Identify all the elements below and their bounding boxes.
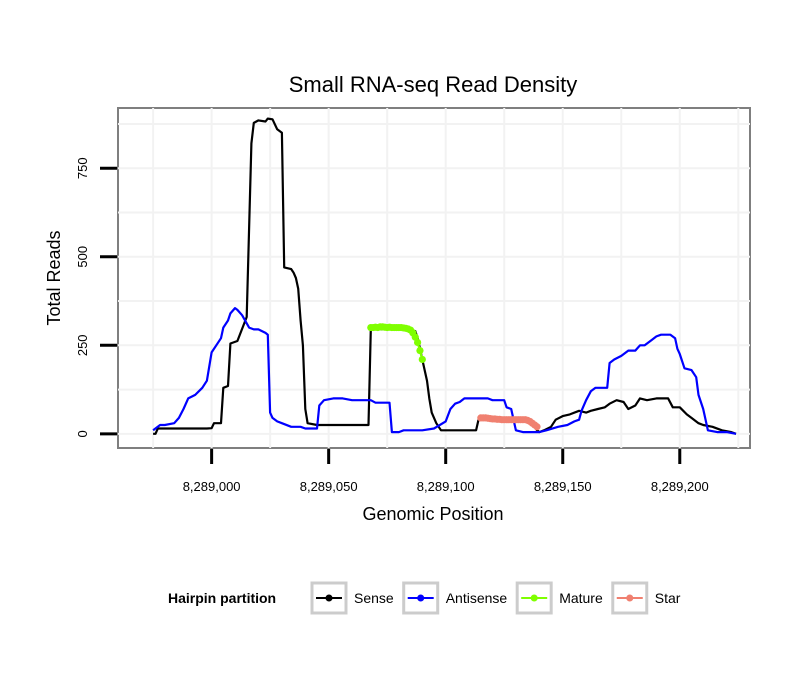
legend: Hairpin partition Sense Antisense Mature St… (168, 581, 681, 615)
x-tick-label: 8,289,000 (183, 479, 241, 494)
data-point-mature (414, 338, 422, 347)
legend-items: Sense Antisense Mature Star (310, 581, 681, 615)
series-layer (152, 117, 737, 435)
y-tick-label: 250 (75, 334, 90, 356)
plot-panel (117, 107, 751, 449)
data-point-mature (418, 355, 426, 364)
series-line-antisense (152, 307, 737, 435)
legend-title: Hairpin partition (168, 590, 276, 606)
legend-key-point-mature (530, 594, 538, 602)
y-axis-title: Total Reads (44, 230, 64, 325)
y-tick-label: 500 (75, 246, 90, 268)
y-tick-label: 0 (75, 430, 90, 437)
axes: 8,289,000 8,289,050 8,289,100 8,289,150 8,28… (75, 157, 709, 494)
chart-title: Small RNA-seq Read Density (289, 72, 578, 97)
legend-label-star: Star (655, 590, 681, 606)
x-tick-label: 8,289,200 (651, 479, 709, 494)
legend-label-mature: Mature (559, 590, 603, 606)
data-point-star (533, 423, 541, 431)
legend-item-sense: Sense (310, 581, 394, 615)
legend-item-antisense: Antisense (402, 581, 508, 615)
legend-label-sense: Sense (354, 590, 394, 606)
legend-label-antisense: Antisense (446, 590, 508, 606)
legend-key-point-sense (325, 594, 333, 602)
x-tick-label: 8,289,150 (534, 479, 592, 494)
x-tick-label: 8,289,100 (417, 479, 475, 494)
legend-item-star: Star (611, 581, 681, 615)
legend-key-point-antisense (417, 594, 425, 602)
x-axis-title: Genomic Position (362, 504, 503, 524)
legend-item-mature: Mature (515, 581, 603, 615)
legend-key-point-star (626, 594, 634, 602)
y-tick-label: 750 (75, 157, 90, 179)
data-point-mature (416, 347, 424, 355)
x-tick-label: 8,289,050 (300, 479, 358, 494)
series-line-sense (153, 117, 737, 435)
